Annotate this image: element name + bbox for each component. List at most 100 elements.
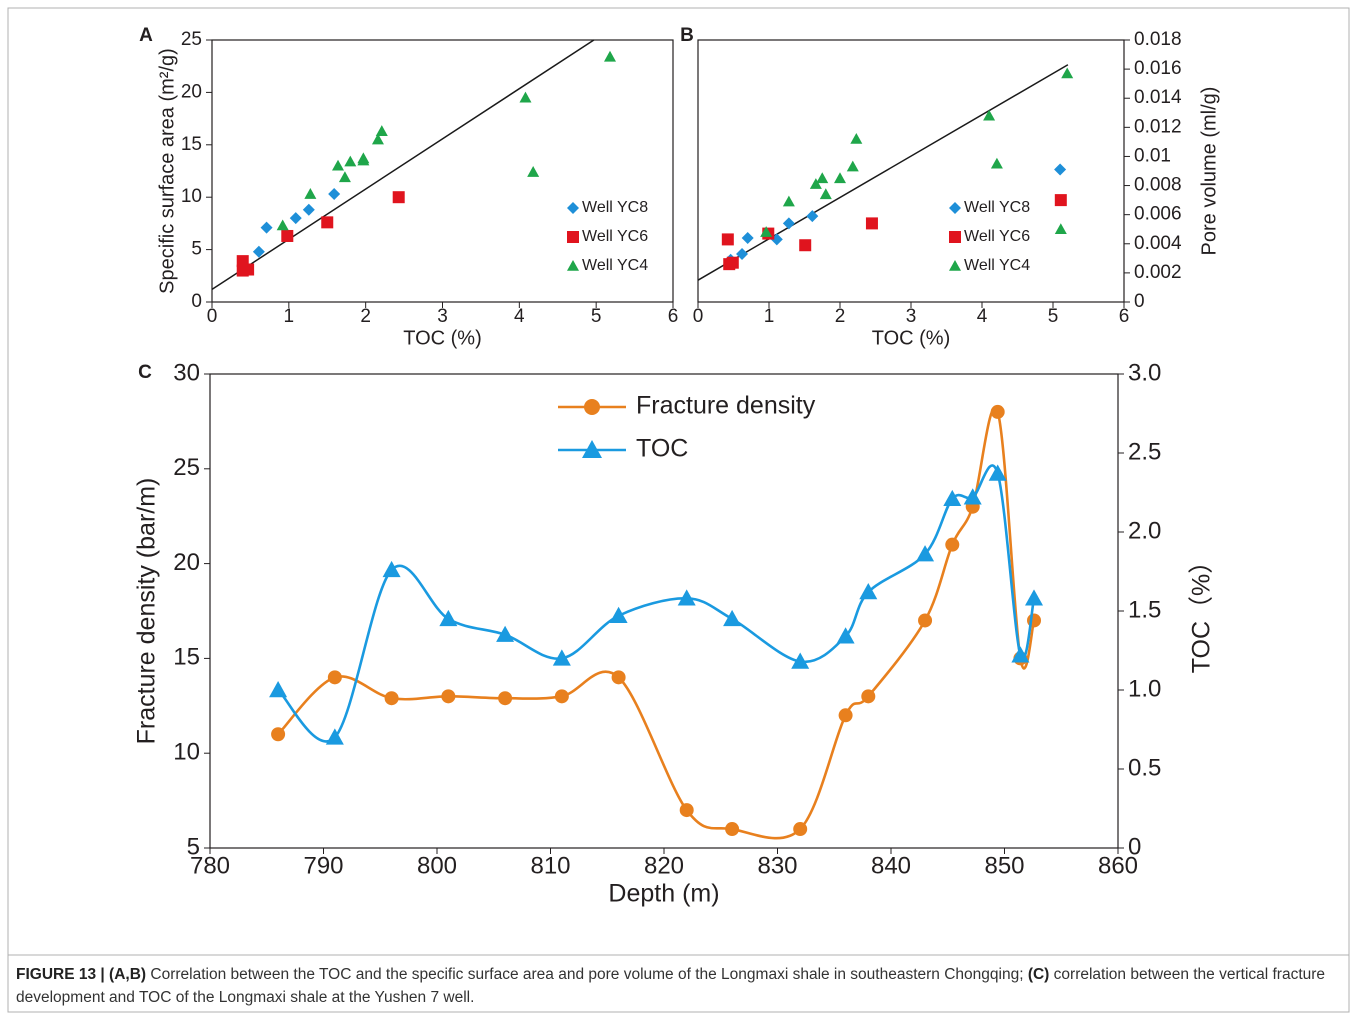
marker <box>496 625 515 642</box>
panel-label: B <box>680 25 694 46</box>
x-tick-label: 4 <box>514 306 525 327</box>
y-tick-label: 0.006 <box>1134 204 1182 225</box>
legend-label: Fracture density <box>636 392 816 420</box>
x-tick-label: 780 <box>190 853 230 880</box>
marker <box>806 210 819 223</box>
marker <box>741 231 754 244</box>
marker <box>1054 163 1067 176</box>
marker <box>916 545 935 562</box>
marker <box>611 670 626 685</box>
marker <box>983 109 996 121</box>
marker <box>252 245 265 258</box>
marker <box>988 464 1007 481</box>
marker <box>338 171 351 183</box>
marker <box>677 589 696 606</box>
marker <box>552 649 571 666</box>
marker <box>609 606 628 623</box>
y-tick-label: 20 <box>173 549 200 576</box>
marker <box>760 226 773 237</box>
marker <box>603 50 616 62</box>
marker <box>332 159 345 171</box>
y-tick-label: 0 <box>1134 291 1145 312</box>
legend-marker <box>582 440 602 458</box>
y-tick-label: 1.5 <box>1128 596 1161 623</box>
x-tick-label: 820 <box>644 853 684 880</box>
legend-label: Well YC4 <box>582 257 648 274</box>
frame <box>7 7 1350 1013</box>
x-axis-label: TOC (%) <box>872 327 951 349</box>
y-axis-label: Fracture density (bar/m) <box>133 478 161 745</box>
y-tick-label: 0 <box>1128 833 1141 860</box>
legend-marker <box>584 399 600 415</box>
marker <box>1054 194 1067 207</box>
marker <box>441 689 456 704</box>
y-tick-label: 0.5 <box>1128 754 1161 781</box>
legend-label: TOC <box>636 435 688 463</box>
marker <box>325 728 344 745</box>
marker <box>371 133 384 145</box>
marker <box>943 489 962 507</box>
y-tick-label: 3.0 <box>1128 359 1161 386</box>
marker <box>328 188 341 201</box>
y-tick-label: 15 <box>173 644 200 671</box>
y-tick-label: 15 <box>181 134 202 155</box>
y-tick-label: 0.01 <box>1134 145 1171 166</box>
marker <box>726 256 739 269</box>
y-axis-label: Specific surface area (m²/g) <box>156 48 178 294</box>
marker <box>725 822 740 837</box>
marker <box>519 91 532 103</box>
panel-label: C <box>138 362 152 383</box>
y-tick-label: 5 <box>191 239 202 260</box>
y-tick-label: 30 <box>173 359 200 386</box>
marker <box>242 263 255 276</box>
marker <box>679 803 694 818</box>
marker <box>384 691 399 706</box>
legend-label: Well YC6 <box>964 228 1030 245</box>
caption-label: FIGURE 13 | (A,B) <box>16 966 147 983</box>
caption-text: correlation between the vertical fractur… <box>16 966 1326 1006</box>
marker <box>554 689 569 704</box>
x-tick-label: 860 <box>1098 853 1138 880</box>
y-tick-label: 0.014 <box>1134 87 1182 108</box>
x-tick-label: 850 <box>984 853 1024 880</box>
y-tick-label: 0 <box>191 291 202 312</box>
x-tick-label: 5 <box>591 306 602 327</box>
marker <box>723 609 742 627</box>
legend-label: Well YC8 <box>964 199 1030 216</box>
y-tick-label: 0.004 <box>1134 233 1182 254</box>
legend-label: Well YC4 <box>964 257 1030 274</box>
marker <box>859 583 878 600</box>
marker <box>990 157 1003 169</box>
marker <box>1025 589 1044 606</box>
marker <box>1054 223 1067 235</box>
y-tick-label: 0.008 <box>1134 175 1182 196</box>
x-tick-label: 2 <box>360 306 371 327</box>
marker <box>918 613 933 628</box>
marker <box>269 681 288 698</box>
legend-marker <box>567 260 579 271</box>
trendline <box>697 64 1069 281</box>
y-tick-label: 0.002 <box>1134 262 1182 283</box>
y-tick-label: 10 <box>173 739 200 766</box>
y-axis-label: Pore volume (ml/g) <box>1198 87 1220 256</box>
marker <box>1061 67 1074 79</box>
x-tick-label: 800 <box>417 853 457 880</box>
y-tick-label: 20 <box>181 81 202 102</box>
marker <box>793 822 808 837</box>
x-tick-label: 3 <box>906 306 917 327</box>
marker <box>990 404 1005 419</box>
marker <box>799 239 812 252</box>
marker <box>834 172 846 184</box>
x-tick-label: 5 <box>1048 306 1059 327</box>
marker <box>782 217 795 230</box>
legend-marker <box>949 202 961 214</box>
marker <box>838 708 853 723</box>
marker <box>281 229 294 242</box>
marker <box>850 132 863 144</box>
marker <box>1011 646 1030 663</box>
x-tick-label: 840 <box>871 853 911 880</box>
marker <box>236 255 249 268</box>
marker <box>357 152 370 164</box>
caption-text: Correlation between the TOC and the spec… <box>146 966 1028 983</box>
